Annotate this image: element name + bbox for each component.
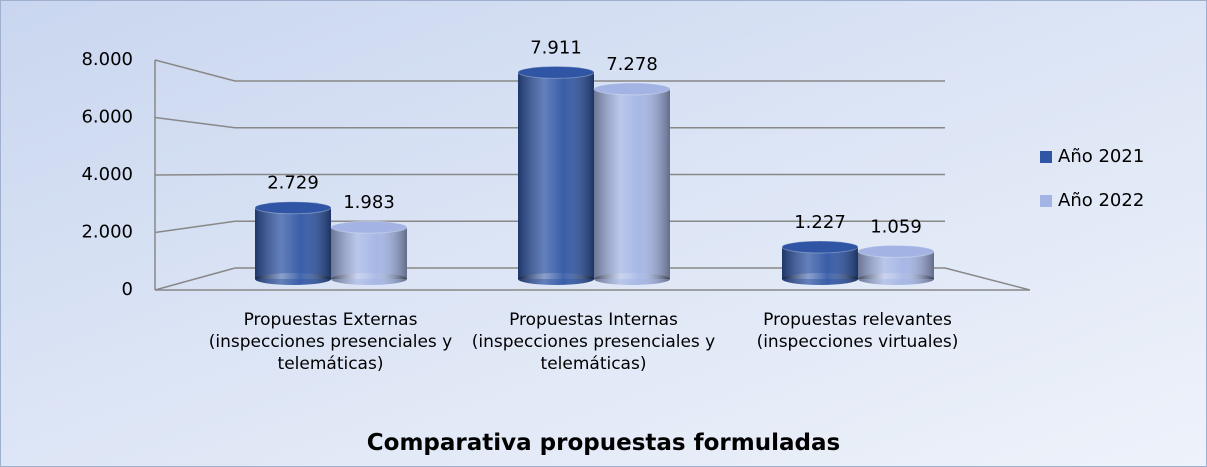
bar-top [857,244,935,258]
grid-line [154,59,236,82]
bar [857,244,935,285]
legend-swatch [1040,195,1052,207]
bar [330,220,408,285]
y-tick-label: 0 [122,279,133,300]
bar [254,201,332,285]
bar [781,240,859,285]
y-tick-label: 8.000 [81,49,133,70]
bar-base-shade [255,273,331,285]
chart-title: Comparativa propuestas formuladas [366,430,841,456]
bar-top [781,240,859,254]
x-tick-label: Propuestas Externas (inspecciones presen… [208,310,453,374]
bar-top [593,82,671,96]
bar-shade [518,72,594,279]
bar [593,82,671,285]
bar-base-shade [331,273,407,285]
grid-line [154,267,236,291]
grid-line [154,116,236,129]
data-label: 7.911 [530,37,582,58]
y-tick-label: 2.000 [81,222,133,243]
legend-swatch [1040,151,1052,163]
bar-base-shade [782,273,858,285]
bar-shade [331,227,407,279]
grid-line [154,220,236,234]
bar-top [330,220,408,234]
bar-base-shade [858,273,934,285]
data-label: 7.278 [606,54,658,75]
y-tick-label: 4.000 [81,164,133,185]
bar-top [517,65,595,79]
legend-label: Año 2022 [1058,190,1144,211]
y-tick-label: 6.000 [81,107,133,128]
bar-shade [255,207,331,279]
bar-top [254,201,332,215]
data-label: 1.983 [343,192,395,213]
floor-edge [944,267,1031,291]
x-tick-label: Propuestas Internas (inspecciones presen… [471,310,716,374]
bar-base-shade [594,273,670,285]
data-label: 1.227 [794,212,846,233]
grid-line [154,173,236,176]
data-label: 2.729 [267,173,319,194]
bar-shade [594,88,670,280]
data-label: 1.059 [870,216,922,237]
bar-base-shade [518,273,594,285]
bar [517,65,595,285]
legend-label: Año 2021 [1058,146,1144,167]
x-tick-label: Propuestas relevantes (inspecciones virt… [756,310,959,352]
